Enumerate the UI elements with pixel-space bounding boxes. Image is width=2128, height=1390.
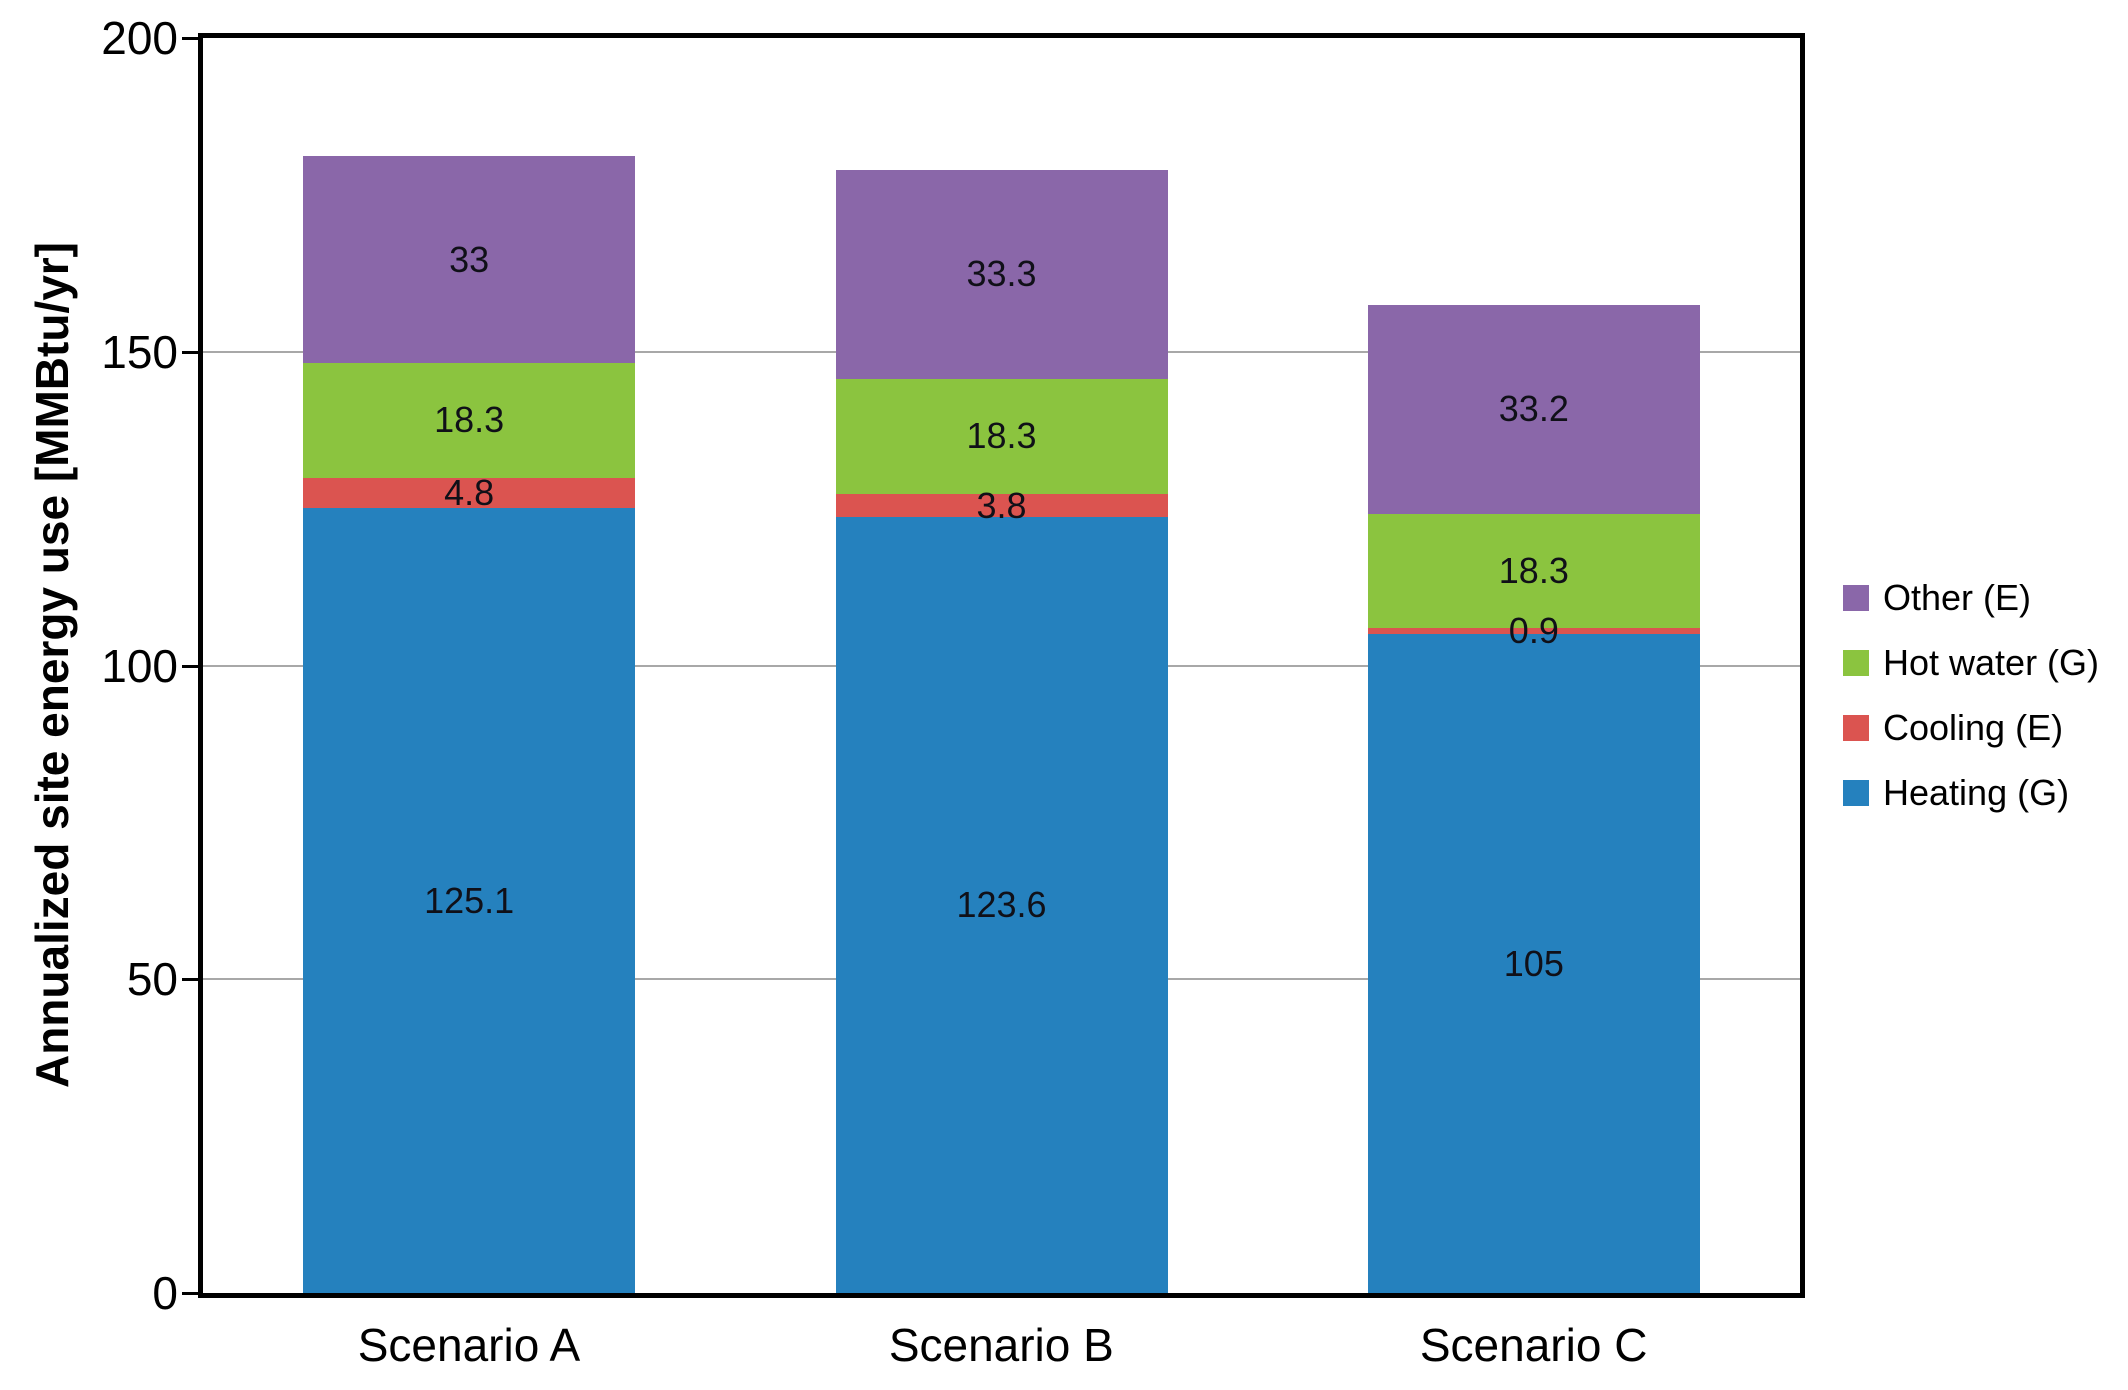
segment-value-label: 18.3: [966, 415, 1037, 457]
bar-segment-hot-water-g-scenario-a: 18.3: [303, 363, 636, 478]
y-tick-label-50: 50: [126, 953, 178, 1006]
legend-item-cooling-e: Cooling (E): [1843, 707, 2099, 749]
legend-swatch-hot-water-g: [1843, 650, 1869, 676]
bar-segment-hot-water-g-scenario-c: 18.3: [1367, 513, 1700, 629]
segment-value-label: 0.9: [1508, 610, 1559, 652]
segment-value-label: 123.6: [956, 884, 1047, 926]
segment-value-label: 33.3: [966, 253, 1037, 295]
bar-segment-cooling-e-scenario-a: 4.8: [303, 471, 636, 513]
y-tick-label-150: 150: [101, 325, 178, 378]
segment-value-label: 125.1: [424, 879, 515, 921]
y-axis-tick-50: [182, 978, 198, 982]
y-axis-tick-150: [182, 350, 198, 354]
segment-value-label: 33.2: [1498, 388, 1569, 430]
legend: Other (E) Hot water (G) Cooling (E) Heating…: [1843, 577, 2099, 837]
y-axis-tick-0: [182, 1292, 198, 1295]
bar-segment-cooling-e-scenario-b: 3.8: [835, 487, 1168, 523]
y-axis-tick-100: [182, 664, 198, 668]
segment-value-label: 33: [449, 238, 490, 280]
segment-value-label: 18.3: [1498, 550, 1569, 592]
x-axis-label-scenario-a: Scenario A: [357, 1319, 581, 1371]
legend-item-heating-g: Heating (G): [1843, 772, 2099, 814]
bar-segment-hot-water-g-scenario-b: 18.3: [835, 378, 1168, 494]
legend-swatch-cooling-e: [1843, 715, 1869, 741]
x-axis-label-scenario-b: Scenario B: [888, 1319, 1114, 1371]
bar-segment-heating-g-scenario-a: 125.1: [303, 508, 636, 1293]
y-tick-label-200: 200: [101, 12, 178, 64]
y-axis-tick-200: [182, 37, 198, 40]
legend-item-other-e: Other (E): [1843, 577, 2099, 619]
x-axis-label-scenario-c: Scenario C: [1419, 1319, 1648, 1371]
y-tick-label-0: 0: [152, 1267, 178, 1319]
legend-item-hot-water-g: Hot water (G): [1843, 642, 2099, 684]
segment-value-label: 105: [1503, 942, 1564, 984]
legend-swatch-heating-g: [1843, 780, 1869, 806]
segment-value-label: 18.3: [434, 399, 505, 441]
bar-segment-other-e-scenario-c: 33.2: [1367, 305, 1700, 514]
legend-swatch-other-e: [1843, 585, 1869, 611]
y-tick-label-100: 100: [101, 639, 178, 692]
segment-value-label: 3.8: [976, 484, 1027, 526]
bar-segment-other-e-scenario-a: 33: [303, 155, 636, 364]
legend-label-other-e: Other (E): [1883, 577, 2032, 618]
bar-segment-cooling-e-scenario-c: 0.9: [1367, 613, 1700, 649]
segment-value-label: 4.8: [444, 471, 495, 513]
legend-label-hot-water-g: Hot water (G): [1883, 642, 2100, 683]
bar-segment-other-e-scenario-b: 33.3: [835, 169, 1168, 379]
bar-segment-heating-g-scenario-c: 105: [1367, 634, 1700, 1293]
legend-label-heating-g: Heating (G): [1883, 772, 2070, 813]
plot-area: 125.1 4.8 18.3 33 123.6 3.8 18.3 33.3 105 0.9 18.3…: [198, 33, 1805, 1298]
legend-label-cooling-e: Cooling (E): [1883, 707, 2064, 748]
bar-segment-heating-g-scenario-b: 123.6: [835, 517, 1168, 1293]
